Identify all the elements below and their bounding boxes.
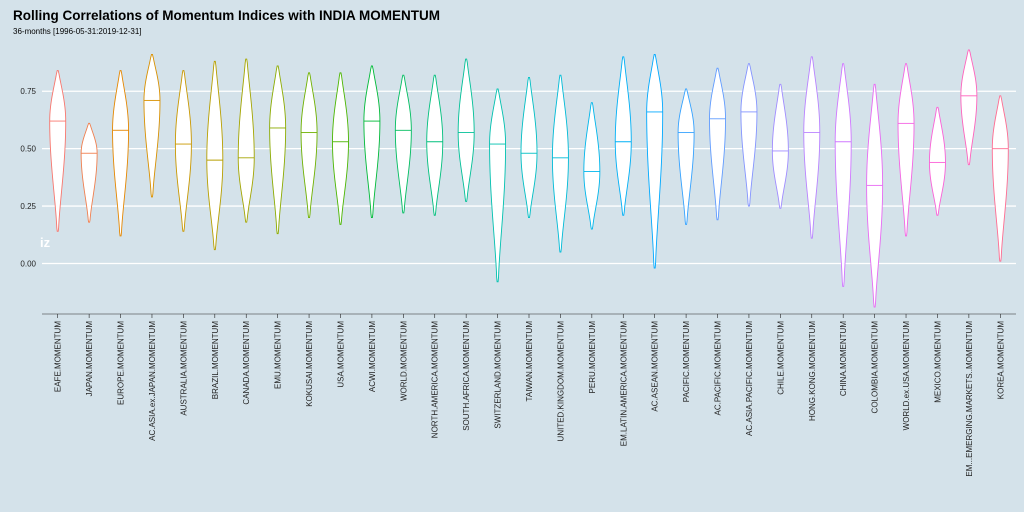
x-axis-labels: EAFE.MOMENTUM JAPAN.MOMENTUM EUROPE.MOMENT…: [54, 314, 1005, 477]
violin-north-america-momentum: [426, 74, 444, 216]
violin-taiwan-momentum: [520, 77, 538, 218]
violin-em-latin-america-momentum: [614, 56, 632, 216]
x-tick-label: ACWI.MOMENTUM: [368, 321, 377, 392]
chart-title: Rolling Correlations of Momentum Indices…: [13, 8, 440, 23]
violin-emu-momentum: [269, 65, 287, 235]
violin-united-kingdom-momentum: [551, 74, 569, 253]
x-tick-label: KOREA.MOMENTUM: [996, 321, 1005, 400]
x-tick-label: UNITED.KINGDOM.MOMENTUM: [556, 321, 565, 442]
violin-world-momentum: [394, 74, 412, 214]
x-tick-label: PACIFIC.MOMENTUM: [682, 321, 691, 403]
violin-switzerland-momentum: [489, 88, 507, 283]
violin-kokusai-momentum: [300, 72, 318, 218]
x-tick-label: EUROPE.MOMENTUM: [117, 321, 126, 405]
watermark: iz: [40, 235, 51, 250]
violin-em---emerging-markets--momentum: [960, 49, 978, 166]
violin-usa-momentum: [332, 72, 349, 225]
violin-ac-pacific-momentum: [709, 67, 726, 221]
x-tick-label: TAIWAN.MOMENTUM: [525, 321, 534, 402]
violin-ac-asia-pacific-momentum: [740, 63, 758, 207]
x-tick-label: AC.PACIFIC.MOMENTUM: [714, 321, 723, 416]
violin-eafe-momentum: [49, 70, 67, 232]
x-tick-label: EM.LATIN.AMERICA.MOMENTUM: [619, 321, 628, 447]
x-tick-label: SOUTH.AFRICA.MOMENTUM: [462, 321, 471, 431]
x-tick-label: CANADA.MOMENTUM: [242, 321, 251, 405]
y-tick-label: 0.75: [20, 87, 36, 96]
x-tick-label: AUSTRALIA.MOMENTUM: [179, 321, 188, 416]
violin-peru-momentum: [583, 102, 601, 230]
x-tick-label: SWITZERLAND.MOMENTUM: [494, 321, 503, 429]
violin-ac-asean-momentum: [646, 54, 664, 269]
violin-china-momentum: [834, 63, 852, 287]
x-tick-label: AC.ASEAN.MOMENTUM: [651, 321, 660, 412]
violin-acwi-momentum: [363, 65, 381, 218]
violins: [49, 49, 1009, 308]
violin-south-africa-momentum: [457, 58, 475, 202]
x-tick-label: EMU.MOMENTUM: [274, 321, 283, 389]
violin-mexico-momentum: [929, 106, 946, 216]
violin-chile-momentum: [771, 83, 789, 209]
y-tick-label: 0.00: [20, 259, 36, 268]
x-tick-label: JAPAN.MOMENTUM: [85, 321, 94, 397]
x-tick-label: WORLD.MOMENTUM: [399, 321, 408, 401]
x-tick-label: COLOMBIA.MOMENTUM: [871, 321, 880, 414]
x-tick-label: PERU.MOMENTUM: [588, 321, 597, 394]
x-tick-label: MEXICO.MOMENTUM: [933, 321, 942, 403]
x-tick-label: CHILE.MOMENTUM: [776, 321, 785, 395]
x-tick-label: EM...EMERGING.MARKETS..MOMENTUM: [965, 321, 974, 477]
violin-europe-momentum: [112, 70, 130, 237]
x-tick-label: USA.MOMENTUM: [336, 321, 345, 388]
x-tick-label: CHINA.MOMENTUM: [839, 321, 848, 396]
x-tick-label: WORLD.ex.USA.MOMENTUM: [902, 321, 911, 431]
x-tick-label: NORTH.AMERICA.MOMENTUM: [431, 321, 440, 439]
violin-pacific-momentum: [677, 88, 695, 225]
violin-canada-momentum: [237, 58, 255, 223]
violin-australia-momentum: [174, 70, 192, 232]
x-tick-label: HONG.KONG.MOMENTUM: [808, 321, 817, 421]
violin-japan-momentum: [80, 122, 98, 223]
violin-world-ex-usa-momentum: [897, 63, 915, 237]
violin-brazil-momentum: [206, 60, 224, 251]
x-tick-label: EAFE.MOMENTUM: [54, 321, 63, 392]
violin-colombia-momentum: [866, 83, 884, 308]
violin-korea-momentum: [991, 95, 1009, 262]
x-tick-label: AC.ASIA.PACIFIC.MOMENTUM: [745, 321, 754, 436]
x-tick-label: BRAZIL.MOMENTUM: [211, 321, 220, 400]
y-tick-label: 0.25: [20, 202, 36, 211]
chart-subtitle: 36-months [1996-05-31:2019-12-31]: [13, 27, 142, 36]
y-axis-ticks: 0.00 0.25 0.50 0.75: [20, 87, 36, 268]
x-tick-label: KOKUSAI.MOMENTUM: [305, 321, 314, 407]
violin-hong-kong-momentum: [803, 56, 821, 239]
violin-ac-asia-ex-japan-momentum: [143, 54, 161, 198]
y-tick-label: 0.50: [20, 145, 36, 154]
x-tick-label: AC.ASIA.ex.JAPAN.MOMENTUM: [148, 321, 157, 441]
